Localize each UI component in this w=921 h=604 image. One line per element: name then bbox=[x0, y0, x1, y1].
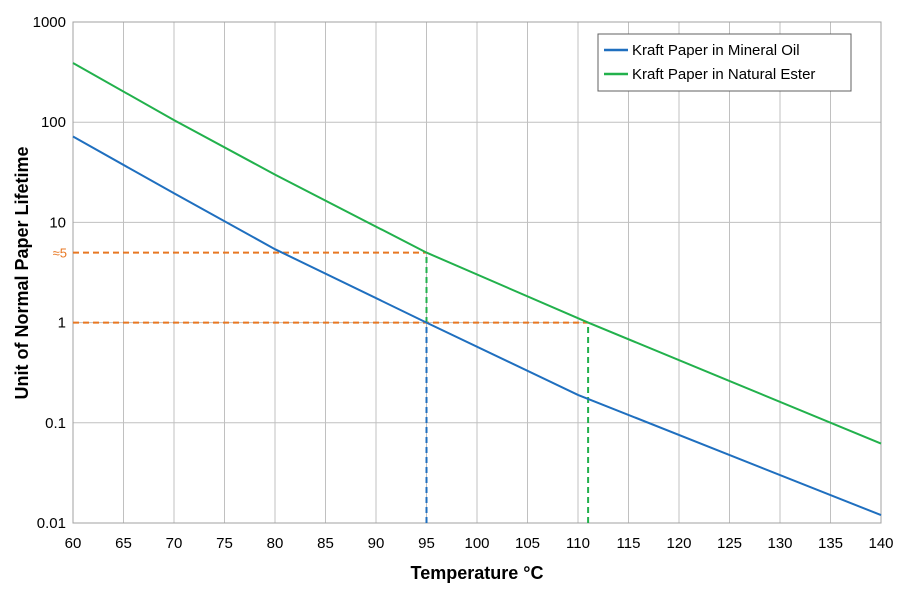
x-tick-label: 100 bbox=[464, 535, 489, 552]
x-tick-label: 60 bbox=[65, 535, 82, 552]
x-tick-label: 140 bbox=[868, 535, 893, 552]
y-tick-label: 10 bbox=[49, 214, 66, 231]
x-tick-label: 135 bbox=[818, 535, 843, 552]
x-tick-label: 130 bbox=[767, 535, 792, 552]
x-tick-label: 80 bbox=[267, 535, 284, 552]
legend-box bbox=[597, 33, 852, 92]
legend: Kraft Paper in Mineral Oil Kraft Paper in… bbox=[597, 33, 852, 92]
x-tick-label: 95 bbox=[418, 535, 435, 552]
y-tick-label: 0.1 bbox=[45, 415, 66, 432]
x-tick-label: 110 bbox=[566, 535, 590, 552]
y-tick-label: 0.01 bbox=[37, 515, 66, 532]
x-tick-label: 85 bbox=[317, 535, 334, 552]
grid bbox=[72, 21, 882, 524]
y-tick-label: 1 bbox=[58, 315, 66, 332]
x-axis-title: Temperature °C bbox=[411, 563, 544, 583]
y-axis-title: Unit of Normal Paper Lifetime bbox=[12, 146, 32, 399]
x-tick-label: 105 bbox=[515, 535, 540, 552]
legend-label: Kraft Paper in Mineral Oil bbox=[632, 42, 800, 59]
reference-lines: ≈5 bbox=[53, 246, 590, 523]
x-tick-label: 75 bbox=[216, 535, 233, 552]
y-tick-label: 1000 bbox=[33, 14, 66, 31]
x-tick-label: 120 bbox=[666, 535, 691, 552]
y-tick-label: 100 bbox=[41, 114, 66, 131]
series-line-1 bbox=[72, 135, 882, 517]
x-tick-label: 65 bbox=[115, 535, 132, 552]
plot-frame bbox=[72, 21, 882, 524]
x-tick-label: 125 bbox=[717, 535, 742, 552]
series-line-2 bbox=[72, 62, 882, 445]
legend-label: Kraft Paper in Natural Ester bbox=[632, 66, 815, 83]
tick-labels: 60 65 70 75 80 85 90 95 100 105 110 115 120 125 130 135… bbox=[33, 14, 894, 552]
x-tick-label: 115 bbox=[617, 535, 641, 552]
x-tick-label: 70 bbox=[166, 535, 183, 552]
x-tick-label: 90 bbox=[368, 535, 385, 552]
reference-label: ≈5 bbox=[53, 246, 67, 261]
series-layer bbox=[72, 62, 882, 517]
